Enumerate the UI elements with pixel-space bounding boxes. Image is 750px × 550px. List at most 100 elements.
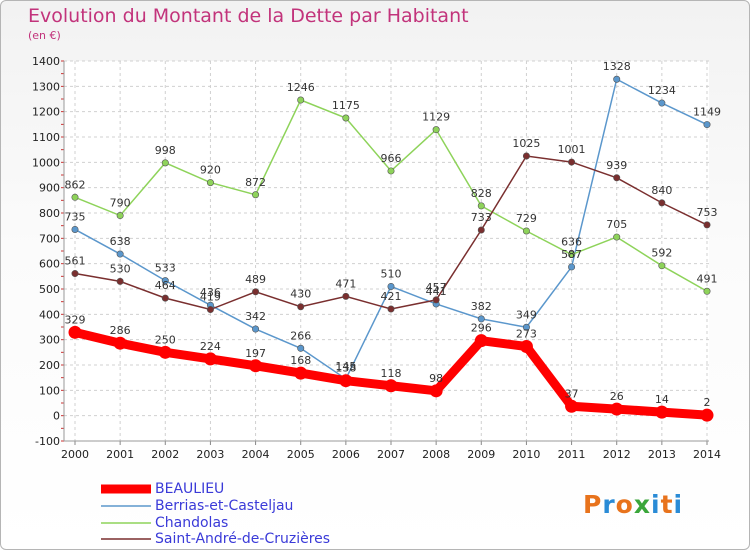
data-label-chandolas: 491 — [697, 272, 718, 285]
data-point-saint-andre-de-cruzieres — [71, 270, 79, 278]
data-point-beaulieu — [294, 366, 308, 380]
data-label-saint-andre-de-cruzieres: 530 — [110, 262, 131, 275]
data-point-chandolas — [206, 179, 214, 187]
logo-letter: t — [660, 490, 674, 519]
data-point-beaulieu — [610, 402, 624, 416]
data-point-chandolas — [342, 114, 350, 122]
data-label-saint-andre-de-cruzieres: 489 — [245, 273, 266, 286]
data-point-beaulieu — [519, 340, 533, 354]
data-label-chandolas: 872 — [245, 176, 266, 189]
logo-letter: r — [602, 490, 616, 519]
y-tick-label: 1400 — [32, 55, 60, 68]
data-label-chandolas: 790 — [110, 197, 131, 210]
data-point-beaulieu — [113, 336, 127, 350]
data-point-berrias-et-casteljau — [297, 344, 305, 352]
data-point-berrias-et-casteljau — [116, 250, 124, 258]
data-point-chandolas — [658, 262, 666, 270]
data-point-chandolas — [522, 227, 530, 235]
data-label-chandolas: 592 — [651, 247, 672, 260]
data-label-beaulieu: 26 — [610, 390, 624, 403]
x-tick-label: 2014 — [693, 448, 721, 461]
data-point-saint-andre-de-cruzieres — [387, 305, 395, 313]
x-tick-label: 2012 — [603, 448, 631, 461]
x-tick-label: 2011 — [558, 448, 586, 461]
data-label-saint-andre-de-cruzieres: 1001 — [558, 143, 586, 156]
x-tick-label: 2003 — [196, 448, 224, 461]
data-point-berrias-et-casteljau — [387, 282, 395, 290]
data-label-beaulieu: 168 — [290, 354, 311, 367]
data-label-beaulieu: 14 — [655, 393, 669, 406]
y-tick-label: 800 — [39, 207, 60, 220]
data-point-chandolas — [387, 167, 395, 175]
chart-unit-label: (en €) — [28, 29, 61, 42]
data-point-chandolas — [703, 287, 711, 295]
y-tick-label: 600 — [39, 258, 60, 271]
x-tick-label: 2009 — [467, 448, 495, 461]
data-label-berrias-et-casteljau: 349 — [516, 308, 537, 321]
data-label-chandolas: 966 — [381, 152, 402, 165]
data-point-berrias-et-casteljau — [522, 323, 530, 331]
data-label-berrias-et-casteljau: 1328 — [603, 60, 631, 73]
legend-label-saint-andre-de-cruzieres: Saint-André-de-Cruzières — [155, 531, 330, 547]
logo-letter: x — [633, 490, 651, 519]
y-tick-label: 200 — [39, 359, 60, 372]
data-point-beaulieu — [700, 408, 714, 422]
data-point-beaulieu — [249, 359, 263, 373]
data-label-beaulieu: 98 — [429, 372, 443, 385]
data-point-beaulieu — [474, 334, 488, 348]
data-point-berrias-et-casteljau — [477, 315, 485, 323]
x-tick-label: 2006 — [332, 448, 360, 461]
data-point-chandolas — [297, 96, 305, 104]
x-tick-label: 2001 — [106, 448, 134, 461]
data-label-saint-andre-de-cruzieres: 939 — [606, 159, 627, 172]
data-label-saint-andre-de-cruzieres: 561 — [65, 255, 86, 268]
data-label-berrias-et-casteljau: 441 — [426, 285, 447, 298]
data-point-saint-andre-de-cruzieres — [568, 158, 576, 166]
y-tick-label: -100 — [35, 435, 60, 448]
y-tick-label: 100 — [39, 384, 60, 397]
data-point-saint-andre-de-cruzieres — [161, 294, 169, 302]
data-label-saint-andre-de-cruzieres: 419 — [200, 291, 221, 304]
x-tick-label: 2007 — [377, 448, 405, 461]
data-point-chandolas — [71, 193, 79, 201]
data-label-berrias-et-casteljau: 510 — [381, 267, 402, 280]
data-point-beaulieu — [339, 374, 353, 388]
data-point-saint-andre-de-cruzieres — [432, 296, 440, 304]
data-point-berrias-et-casteljau — [703, 121, 711, 129]
data-point-saint-andre-de-cruzieres — [658, 199, 666, 207]
data-label-saint-andre-de-cruzieres: 753 — [697, 206, 718, 219]
data-label-beaulieu: 138 — [335, 362, 356, 375]
data-label-berrias-et-casteljau: 735 — [65, 210, 86, 223]
data-point-berrias-et-casteljau — [658, 99, 666, 107]
data-label-chandolas: 998 — [155, 144, 176, 157]
data-label-beaulieu: 273 — [516, 328, 537, 341]
x-tick-label: 2010 — [512, 448, 540, 461]
data-label-chandolas: 636 — [561, 236, 582, 249]
data-label-berrias-et-casteljau: 587 — [561, 248, 582, 261]
data-point-beaulieu — [68, 325, 82, 339]
data-label-beaulieu: 37 — [565, 387, 579, 400]
y-tick-label: 1000 — [32, 156, 60, 169]
data-label-berrias-et-casteljau: 1234 — [648, 84, 676, 97]
x-tick-label: 2000 — [61, 448, 89, 461]
logo-letter: i — [651, 490, 661, 519]
data-label-saint-andre-de-cruzieres: 464 — [155, 279, 176, 292]
data-label-chandolas: 828 — [471, 187, 492, 200]
data-point-beaulieu — [203, 352, 217, 366]
legend-label-beaulieu: BEAULIEU — [155, 481, 224, 497]
data-label-berrias-et-casteljau: 145 — [335, 360, 356, 373]
y-tick-label: 900 — [39, 182, 60, 195]
y-tick-label: 0 — [53, 410, 60, 423]
data-label-beaulieu: 250 — [155, 333, 176, 346]
data-label-chandolas: 862 — [65, 178, 86, 191]
chart-title: Evolution du Montant de la Dette par Hab… — [28, 5, 469, 27]
proxiti-logo: Proxiti — [583, 490, 683, 519]
data-label-berrias-et-casteljau: 1149 — [693, 106, 721, 119]
data-label-saint-andre-de-cruzieres: 733 — [471, 211, 492, 224]
y-tick-label: 700 — [39, 232, 60, 245]
data-label-saint-andre-de-cruzieres: 471 — [335, 277, 356, 290]
x-tick-label: 2008 — [422, 448, 450, 461]
data-point-saint-andre-de-cruzieres — [206, 306, 214, 314]
